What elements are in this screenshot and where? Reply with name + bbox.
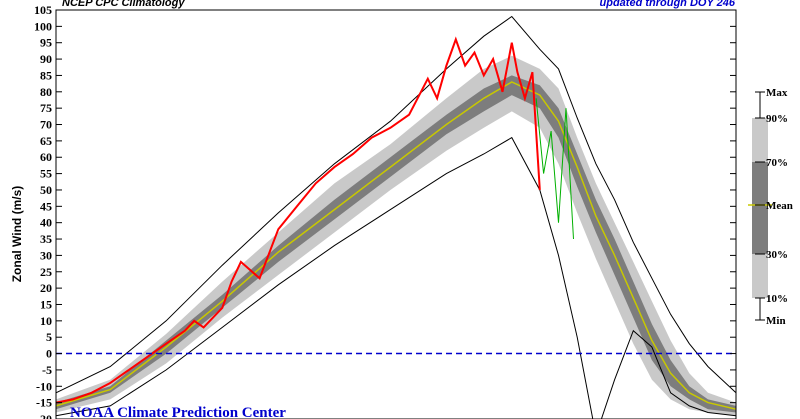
- y-axis-ticks: -20 -15 -10 -5 0 5 10 15 20 25 30 35 40 45 50 55 60 65 70 7…: [34, 3, 736, 419]
- y-tick-label: 50: [40, 183, 52, 197]
- y-tick-label: 60: [40, 150, 52, 164]
- y-tick-label: 15: [40, 297, 52, 311]
- legend-label: 90%: [766, 113, 788, 125]
- legend-label: Min: [766, 315, 786, 327]
- series-max-line: [55, 15, 737, 394]
- y-axis-label: Zonal Wind (m/s): [10, 186, 24, 283]
- y-tick-label: 10: [40, 314, 52, 328]
- legend-label: 10%: [766, 293, 788, 305]
- plot-frame: [55, 9, 737, 419]
- forecast-line-group: [535, 98, 574, 240]
- climatology-note: NCEP CPC Climatology: [62, 0, 185, 9]
- observed-line-group: [55, 36, 541, 404]
- y-tick-label: -20: [36, 412, 52, 419]
- y-tick-label: 30: [40, 248, 52, 262]
- legend-label: 30%: [766, 249, 788, 261]
- y-tick-label: 90: [40, 52, 52, 66]
- series-mean-line: [55, 81, 737, 410]
- forecast-line: [535, 98, 574, 240]
- y-tick-label: -5: [42, 363, 52, 377]
- legend-label: Max: [766, 87, 788, 99]
- y-tick-label: 95: [40, 36, 52, 50]
- y-tick-label: 80: [40, 85, 52, 99]
- mean-line-group: [55, 81, 737, 410]
- y-tick-label: 25: [40, 265, 52, 279]
- y-tick-label: -15: [36, 396, 52, 410]
- legend-label: 70%: [766, 157, 788, 169]
- credit-text: NOAA Climate Prediction Center: [70, 405, 286, 419]
- legend-inner-swatch: [752, 162, 768, 254]
- y-tick-label: 40: [40, 216, 52, 230]
- band-10-90: [56, 55, 736, 416]
- update-note: updated through DOY 246: [600, 0, 736, 9]
- legend-label: Mean: [766, 200, 793, 212]
- y-tick-label: 100: [34, 19, 52, 33]
- y-tick-label: 5: [46, 330, 52, 344]
- legend: Max 90% 70% Mean 30% 10% Min: [748, 87, 793, 327]
- y-tick-label: 85: [40, 68, 52, 82]
- y-tick-label: 65: [40, 134, 52, 148]
- y-tick-label: 20: [40, 281, 52, 295]
- y-tick-label: 75: [40, 101, 52, 115]
- observed-line: [55, 36, 541, 404]
- y-tick-label: 35: [40, 232, 52, 246]
- y-tick-label: -10: [36, 379, 52, 393]
- y-tick-label: 105: [34, 3, 52, 17]
- y-tick-label: 0: [46, 347, 52, 361]
- y-tick-label: 45: [40, 199, 52, 213]
- y-tick-label: 70: [40, 118, 52, 132]
- y-tick-label: 55: [40, 167, 52, 181]
- percentile-bands: [56, 55, 736, 416]
